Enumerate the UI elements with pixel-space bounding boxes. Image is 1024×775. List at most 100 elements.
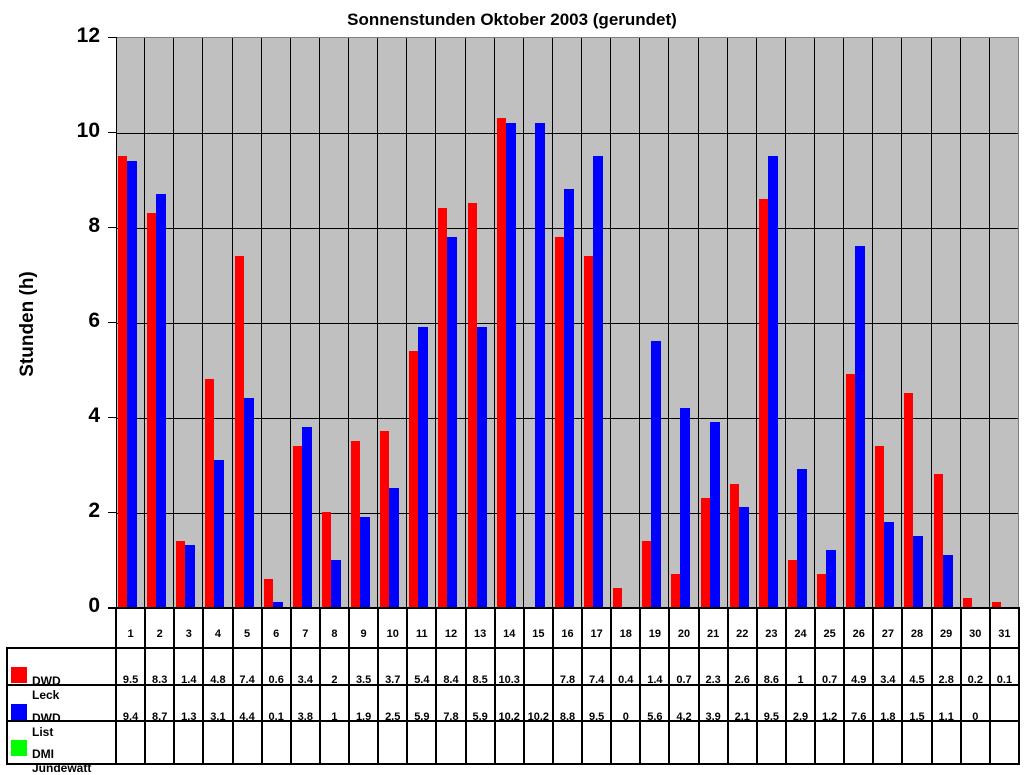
- gridline-vertical: [464, 38, 466, 607]
- table-header-day: 1: [127, 628, 134, 640]
- table-divider: [784, 607, 787, 765]
- table-header-day: 22: [736, 628, 749, 640]
- gridline-vertical: [406, 38, 408, 607]
- table-cell: 4.9: [851, 674, 867, 686]
- y-tick-mark: [108, 512, 116, 513]
- table-cell: 3.7: [385, 674, 401, 686]
- gridline-vertical: [551, 38, 553, 607]
- bar-dwd-list: [680, 407, 691, 607]
- bar-dwd-leck: [118, 155, 127, 607]
- gridline-vertical: [581, 38, 583, 607]
- gridline-vertical: [173, 38, 175, 607]
- gridline-vertical: [988, 38, 990, 607]
- bar-dwd-leck: [671, 573, 681, 607]
- table-divider: [872, 607, 875, 765]
- table-cell: 2.6: [734, 674, 750, 686]
- table-divider: [377, 607, 380, 765]
- bar-dwd-list: [913, 535, 924, 607]
- bar-dwd-leck: [700, 497, 710, 607]
- bar-dwd-list: [330, 559, 341, 607]
- table-header-day: 12: [444, 628, 458, 640]
- bar-dwd-list: [418, 326, 429, 607]
- table-divider: [6, 647, 1019, 649]
- table-cell: 3.4: [880, 674, 896, 686]
- table-divider: [1018, 607, 1020, 765]
- bar-dwd-leck: [554, 236, 564, 607]
- table-cell: 1: [797, 674, 804, 686]
- bar-dwd-leck: [438, 208, 448, 607]
- bar-dwd-leck: [409, 350, 419, 607]
- bar-dwd-list: [563, 189, 574, 607]
- gridline-vertical: [930, 38, 932, 607]
- gridline-vertical: [697, 38, 699, 607]
- y-tick-label: 6: [88, 309, 100, 332]
- bar-dwd-leck: [351, 440, 361, 607]
- bar-dwd-list: [767, 155, 778, 607]
- legend-label: DWD Leck: [32, 674, 61, 702]
- table-header-day: 21: [707, 628, 720, 640]
- gridline-vertical: [843, 38, 845, 607]
- table-header-day: 2: [156, 628, 163, 640]
- gridline-vertical: [377, 38, 379, 607]
- bar-dwd-leck: [176, 540, 186, 607]
- table-header-day: 29: [940, 628, 953, 640]
- bar-dwd-list: [127, 160, 137, 607]
- table-cell: 9.5: [122, 674, 139, 686]
- bar-dwd-leck: [642, 540, 652, 607]
- table-divider: [464, 607, 467, 765]
- bar-dwd-list: [476, 326, 487, 607]
- table-cell: 3.4: [297, 674, 313, 686]
- y-tick-label: 4: [88, 404, 100, 427]
- table-divider: [930, 607, 933, 765]
- table-header-day: 13: [473, 628, 487, 640]
- chart-title: Sonnenstunden Oktober 2003 (gerundet): [347, 10, 677, 29]
- table-cell: 0: [972, 711, 979, 723]
- gridline-vertical: [348, 38, 350, 607]
- table-divider: [318, 607, 321, 765]
- table-header-day: 8: [331, 628, 338, 640]
- bar-dwd-leck: [875, 445, 885, 607]
- table-cell: 7.4: [239, 674, 255, 686]
- gridline-vertical: [231, 38, 233, 607]
- table-header-day: 5: [244, 628, 251, 640]
- bar-dwd-leck: [584, 255, 594, 607]
- bar-dwd-leck: [380, 431, 390, 607]
- table-header-day: 18: [619, 628, 632, 640]
- table-divider: [6, 720, 1019, 722]
- gridline-vertical: [726, 38, 728, 607]
- table-cell: 0.1: [996, 674, 1013, 686]
- bar-dwd-leck: [991, 602, 1001, 607]
- bar-dwd-list: [389, 488, 400, 607]
- gridline-vertical: [639, 38, 641, 607]
- gridline-vertical: [610, 38, 612, 607]
- table-header-day: 27: [881, 628, 895, 640]
- table-cell: 3.5: [355, 674, 372, 686]
- table-cell: 0.7: [822, 674, 838, 686]
- bar-dwd-list: [214, 459, 225, 607]
- table-cell: 1.4: [647, 674, 663, 686]
- table-header-day: 25: [823, 628, 836, 640]
- bar-dwd-leck: [205, 379, 215, 607]
- gridline-vertical: [260, 38, 262, 607]
- table-divider: [814, 607, 817, 765]
- table-divider: [668, 607, 671, 765]
- table-divider: [959, 607, 962, 765]
- table-divider: [289, 607, 292, 765]
- bar-dwd-list: [505, 122, 516, 607]
- table-header-day: 3: [185, 628, 192, 640]
- table-cell: 2.8: [938, 674, 954, 686]
- bar-dwd-list: [796, 469, 807, 607]
- bar-dwd-list: [185, 545, 196, 607]
- table-divider: [581, 607, 584, 765]
- bar-dwd-list: [738, 507, 749, 607]
- table-header-day: 11: [416, 628, 428, 640]
- gridline-vertical: [959, 38, 961, 607]
- gridline-vertical: [144, 38, 146, 607]
- gridline-vertical: [872, 38, 874, 607]
- table-divider: [115, 607, 117, 765]
- gridline-vertical: [289, 38, 291, 607]
- bar-dwd-leck: [613, 588, 623, 607]
- gridline-vertical: [318, 38, 320, 607]
- table-divider: [144, 607, 147, 765]
- y-tick-mark: [108, 37, 116, 38]
